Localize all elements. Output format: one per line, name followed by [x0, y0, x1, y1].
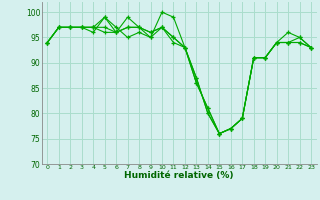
- X-axis label: Humidité relative (%): Humidité relative (%): [124, 171, 234, 180]
